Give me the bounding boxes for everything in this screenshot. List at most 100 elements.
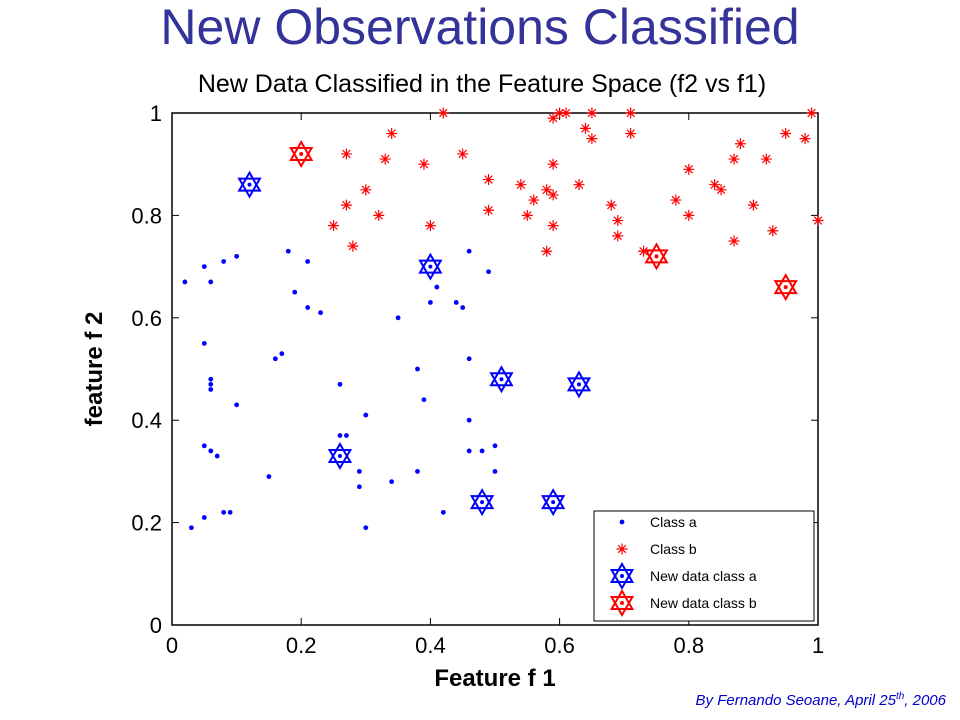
credit-main: By Fernando Seoane, April 25 xyxy=(695,692,896,709)
y-tick-label: 0.6 xyxy=(131,306,162,331)
data-point xyxy=(547,189,559,201)
hexagram-triangle-up xyxy=(289,139,314,161)
data-point xyxy=(437,107,449,119)
data-point xyxy=(305,259,311,264)
data-point xyxy=(715,184,727,196)
x-tick-label: 1 xyxy=(812,633,824,658)
legend-label: Class b xyxy=(650,541,697,557)
data-point xyxy=(360,184,372,196)
data-point xyxy=(573,179,585,191)
legend-label: New data class b xyxy=(650,595,757,611)
data-point xyxy=(337,381,343,387)
data-point xyxy=(418,252,443,281)
y-tick-label: 1 xyxy=(150,101,162,126)
hexagram-triangle-up xyxy=(609,588,635,610)
data-point xyxy=(479,448,485,454)
data-point xyxy=(208,448,214,454)
hexagram-center xyxy=(620,574,624,578)
hexagram-triangle-up xyxy=(609,561,635,583)
hexagram-triangle-down xyxy=(489,372,514,394)
data-point xyxy=(279,351,285,357)
legend-symbol xyxy=(609,561,635,591)
hexagram-triangle-down xyxy=(609,569,635,591)
y-tick-label: 0.2 xyxy=(131,511,162,536)
data-point xyxy=(337,433,343,438)
data-point xyxy=(415,366,420,372)
data-point xyxy=(386,127,398,139)
hexagram-triangle-up xyxy=(773,273,798,295)
data-point xyxy=(728,235,740,247)
data-point xyxy=(328,220,339,232)
data-point xyxy=(389,479,395,485)
data-point xyxy=(683,209,695,221)
data-marks xyxy=(182,107,824,531)
legend-symbol xyxy=(609,588,635,618)
hexagram-center xyxy=(499,377,504,382)
hexagram-triangle-up xyxy=(644,242,669,264)
data-point xyxy=(586,133,598,145)
author-credit: By Fernando Seoane, April 25th, 2006 xyxy=(696,691,946,709)
data-point xyxy=(208,381,214,387)
hexagram-triangle-down xyxy=(418,259,443,281)
data-point xyxy=(541,488,566,517)
scatter-chart: New Data Classified in the Feature Space… xyxy=(81,70,824,690)
data-point xyxy=(466,417,472,423)
hexagram-center xyxy=(337,454,342,459)
y-tick-label: 0.4 xyxy=(131,408,162,433)
data-point xyxy=(340,148,352,160)
hexagram-center xyxy=(428,264,433,269)
data-point xyxy=(638,245,650,257)
hexagram-triangle-up xyxy=(327,442,353,464)
hexagram-center xyxy=(247,182,252,187)
data-point xyxy=(363,525,369,531)
legend-marker xyxy=(619,519,625,525)
data-point xyxy=(780,127,792,139)
x-tick-label: 0.6 xyxy=(544,633,575,658)
data-point xyxy=(612,230,624,242)
hexagram-center xyxy=(551,500,556,505)
data-point xyxy=(486,269,491,275)
data-point xyxy=(221,509,227,515)
data-point xyxy=(728,153,740,165)
data-point xyxy=(466,248,472,254)
data-point xyxy=(566,370,592,399)
y-axis-label: feature f 2 xyxy=(81,312,108,427)
data-point xyxy=(528,194,540,206)
data-point xyxy=(221,259,227,264)
data-point xyxy=(234,253,240,259)
data-point xyxy=(356,484,362,490)
series-class-a xyxy=(182,248,498,531)
data-point xyxy=(208,376,214,382)
y-axis: 0 0.2 0.4 0.6 0.8 1 xyxy=(131,101,818,638)
legend-symbol xyxy=(616,543,628,555)
data-point xyxy=(208,279,214,285)
hexagram-triangle-up xyxy=(237,170,262,192)
hexagram-center xyxy=(654,254,659,259)
data-point xyxy=(466,448,472,454)
data-point xyxy=(466,356,472,362)
data-point xyxy=(644,242,669,271)
data-point xyxy=(356,469,362,474)
data-point xyxy=(625,107,637,119)
data-point xyxy=(612,215,624,227)
data-point xyxy=(547,158,559,170)
hexagram-triangle-down xyxy=(541,495,566,517)
data-point xyxy=(415,469,420,474)
x-tick-label: 0.2 xyxy=(286,633,317,658)
data-point xyxy=(379,153,391,165)
hexagram-triangle-down xyxy=(609,596,635,618)
credit-superscript: th xyxy=(895,691,905,702)
hexagram-triangle-down xyxy=(237,177,262,199)
data-point xyxy=(579,122,591,134)
hexagram-triangle-down xyxy=(289,146,314,168)
x-axis-label: Feature f 1 xyxy=(434,665,555,690)
data-point xyxy=(515,179,527,191)
data-point xyxy=(625,127,637,139)
data-point xyxy=(227,509,233,515)
x-tick-label: 0 xyxy=(166,633,178,658)
data-point xyxy=(469,488,495,517)
data-point xyxy=(434,284,440,290)
hexagram-triangle-down xyxy=(773,280,798,302)
series-class-b xyxy=(328,107,824,257)
data-point xyxy=(492,469,498,474)
